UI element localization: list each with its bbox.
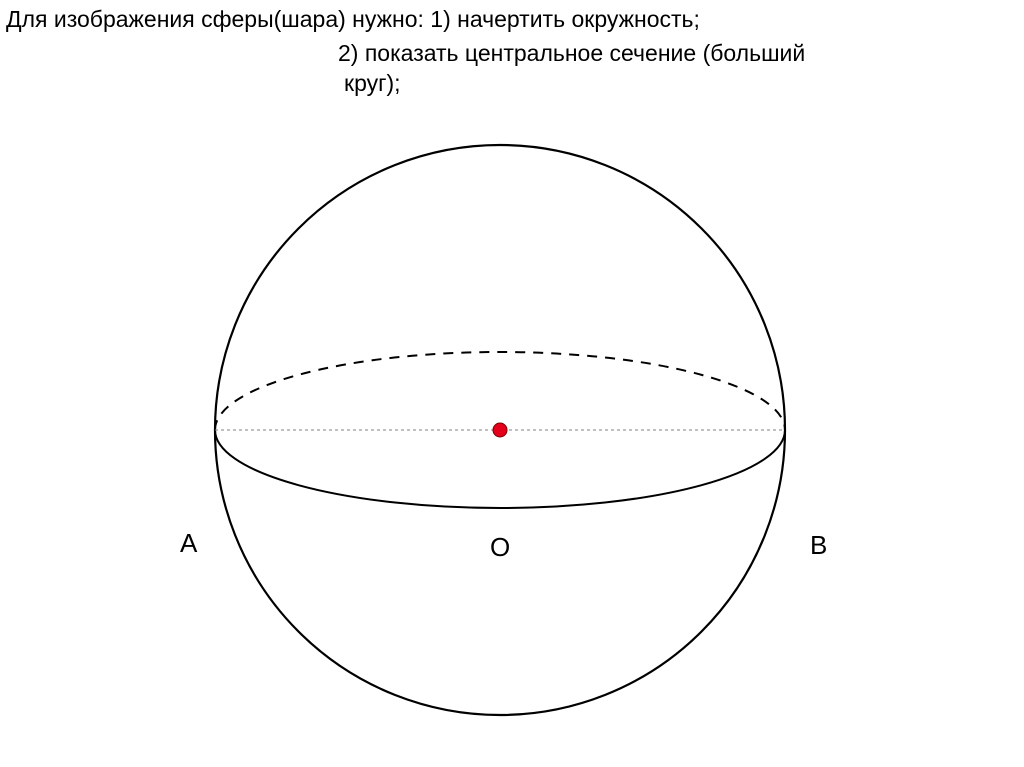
- sphere-diagram: [0, 0, 1024, 767]
- label-o: O: [490, 532, 510, 563]
- label-a: A: [180, 528, 197, 559]
- label-b: B: [810, 530, 827, 561]
